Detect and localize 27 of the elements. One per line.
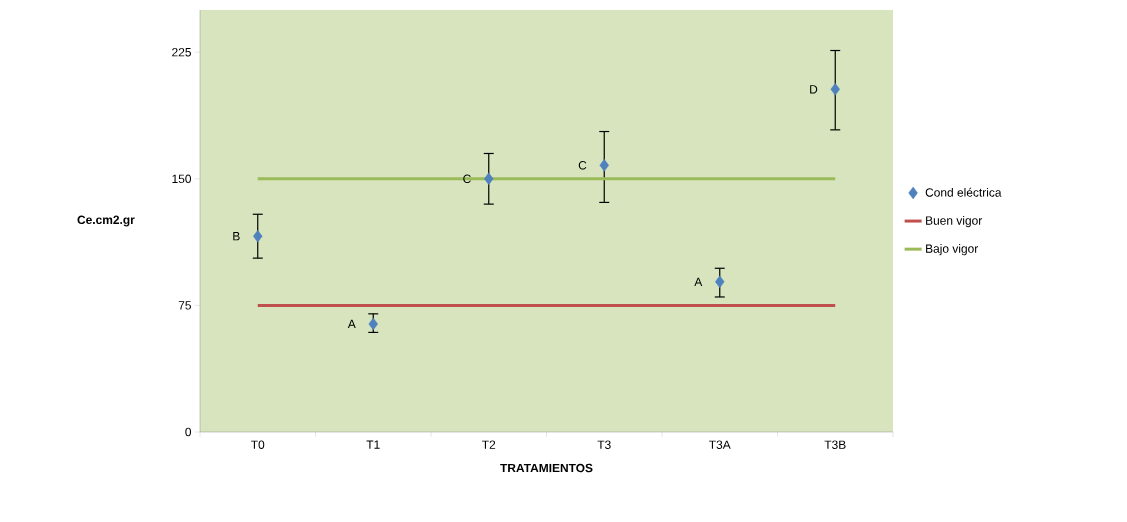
x-tick-label: T1 bbox=[366, 440, 380, 449]
point bbox=[599, 159, 609, 172]
x-axis-title: TRATAMIENTOS bbox=[500, 463, 593, 473]
annotation: C bbox=[463, 174, 471, 184]
x-tick-label: T3A bbox=[709, 440, 731, 449]
legend-label: Bajo vigor bbox=[926, 244, 979, 256]
annotation: B bbox=[233, 232, 240, 241]
x-tick-label: T2 bbox=[482, 440, 496, 449]
point bbox=[715, 275, 725, 288]
point bbox=[253, 230, 263, 243]
point bbox=[830, 83, 840, 96]
legend-label: Cond eléctrica bbox=[925, 187, 1002, 197]
y-axis-title: Ce.cm2.gr bbox=[77, 215, 135, 227]
annotation: D bbox=[810, 85, 818, 94]
x-tick-label: T0 bbox=[251, 440, 265, 449]
y-tick-label: 150 bbox=[172, 174, 192, 184]
y-tick-label: 0 bbox=[185, 427, 192, 437]
y-tick-label: 225 bbox=[172, 47, 191, 57]
legend-label: Buen vigor bbox=[926, 216, 983, 228]
annotation: A bbox=[347, 319, 356, 329]
annotation: A bbox=[694, 277, 703, 286]
point bbox=[484, 172, 494, 185]
annotation: C bbox=[578, 161, 587, 170]
y-tick-label: 75 bbox=[178, 301, 191, 310]
point bbox=[368, 317, 378, 331]
x-tick-label: T3 bbox=[597, 440, 611, 449]
x-tick-label: T3B bbox=[824, 440, 846, 449]
